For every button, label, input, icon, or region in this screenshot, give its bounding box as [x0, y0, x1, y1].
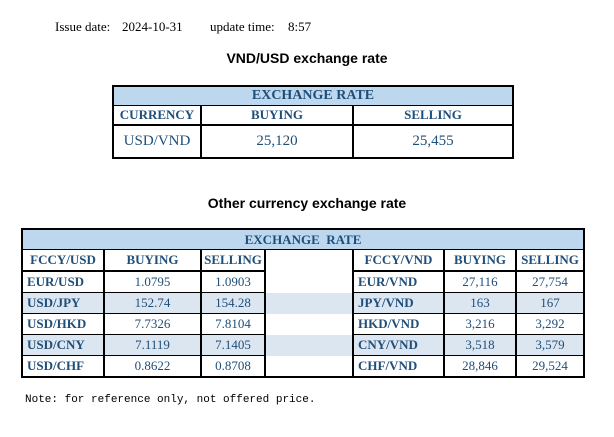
column-header-currency: CURRENCY	[112, 105, 202, 126]
cell-selling-right: 167	[514, 292, 586, 314]
spacer-column-cell	[264, 292, 354, 314]
cell-pair-left: USD/CNY	[21, 334, 105, 356]
table-row-hkd: USD/HKD 7.7326 7.8104 HKD/VND 3,216 3,29…	[21, 313, 586, 335]
cell-buying-right: 28,846	[443, 355, 517, 378]
cell-buying-rate: 25,120	[200, 124, 354, 159]
cell-buying-left: 152.74	[103, 292, 202, 314]
cell-selling-right: 29,524	[514, 355, 586, 378]
cell-pair-right: HKD/VND	[352, 313, 445, 335]
table-main-header-row: EXCHANGE RATE	[111, 85, 515, 106]
table-column-header-row: CURRENCY BUYING SELLING	[112, 105, 515, 126]
column-header-buying: BUYING	[200, 105, 354, 126]
column-header-fccy-usd: FCCY/USD	[21, 249, 105, 272]
cell-pair-right: CHF/VND	[352, 355, 445, 378]
cell-selling-left: 1.0903	[200, 270, 266, 293]
update-time-label: update time:	[210, 19, 275, 34]
spacer-column-cell	[264, 313, 354, 335]
cell-selling-left: 7.1405	[200, 334, 266, 356]
cell-selling-left: 154.28	[200, 292, 266, 314]
spacer-column-cell	[264, 355, 354, 377]
cell-buying-left: 1.0795	[103, 270, 202, 293]
issue-date-value: 2024-10-31	[122, 19, 183, 34]
footer-note: Note: for reference only, not offered pr…	[25, 394, 316, 406]
column-header-buying-right: BUYING	[443, 249, 517, 272]
cell-selling-left: 7.8104	[200, 313, 266, 335]
column-header-selling-right: SELLING	[514, 249, 586, 272]
table-row-chf: USD/CHF 0.8622 0.8708 CHF/VND 28,846 29,…	[21, 355, 586, 378]
cell-pair-left: USD/JPY	[21, 292, 105, 314]
cell-pair-right: EUR/VND	[352, 270, 445, 293]
cell-pair-left: USD/CHF	[21, 355, 105, 378]
table-row-jpy: USD/JPY 152.74 154.28 JPY/VND 163 167	[21, 292, 586, 314]
cell-selling-right: 3,292	[514, 313, 586, 335]
cell-buying-right: 3,216	[443, 313, 517, 335]
cell-buying-left: 7.1119	[103, 334, 202, 356]
cell-pair-right: CNY/VND	[352, 334, 445, 356]
usd-exchange-rate-table: EXCHANGE RATE CURRENCY BUYING SELLING US…	[111, 85, 515, 159]
other-currency-exchange-rate-table: EXCHANGE RATE FCCY/USD BUYING SELLING FC…	[20, 228, 586, 378]
table-row-usd-vnd: USD/VND 25,120 25,455	[112, 124, 515, 159]
spacer-column-cell	[264, 249, 354, 271]
spacer-column-cell	[264, 334, 354, 356]
cell-buying-right: 163	[443, 292, 517, 314]
column-header-selling-left: SELLING	[200, 249, 266, 272]
cell-currency-pair: USD/VND	[112, 124, 202, 159]
issue-date-label: Issue date:	[55, 19, 111, 34]
cell-buying-left: 0.8622	[103, 355, 202, 378]
table-title-cell: EXCHANGE RATE	[111, 85, 515, 106]
column-header-selling: SELLING	[351, 105, 515, 126]
cell-pair-left: EUR/USD	[21, 270, 105, 293]
cell-buying-right: 3,518	[443, 334, 517, 356]
table-column-header-row: FCCY/USD BUYING SELLING FCCY/VND BUYING …	[21, 249, 586, 272]
cell-buying-right: 27,116	[443, 270, 517, 293]
cell-pair-right: JPY/VND	[352, 292, 445, 314]
usd-table-title: VND/USD exchange rate	[226, 50, 388, 66]
cell-selling-left: 0.8708	[200, 355, 266, 378]
table-title-cell: EXCHANGE RATE	[20, 228, 586, 250]
cell-buying-left: 7.7326	[103, 313, 202, 335]
table-row-cny: USD/CNY 7.1119 7.1405 CNY/VND 3,518 3,57…	[21, 334, 586, 356]
table-row-eur: EUR/USD 1.0795 1.0903 EUR/VND 27,116 27,…	[21, 270, 586, 293]
other-table-title: Other currency exchange rate	[207, 195, 407, 211]
update-time-value: 8:57	[288, 19, 312, 34]
column-header-fccy-vnd: FCCY/VND	[352, 249, 445, 272]
table-main-header-row: EXCHANGE RATE	[20, 228, 586, 250]
spacer-column-cell	[264, 271, 354, 293]
cell-selling-rate: 25,455	[351, 124, 515, 159]
cell-selling-right: 27,754	[514, 270, 586, 293]
cell-selling-right: 3,579	[514, 334, 586, 356]
column-header-buying-left: BUYING	[103, 249, 202, 272]
cell-pair-left: USD/HKD	[21, 313, 105, 335]
